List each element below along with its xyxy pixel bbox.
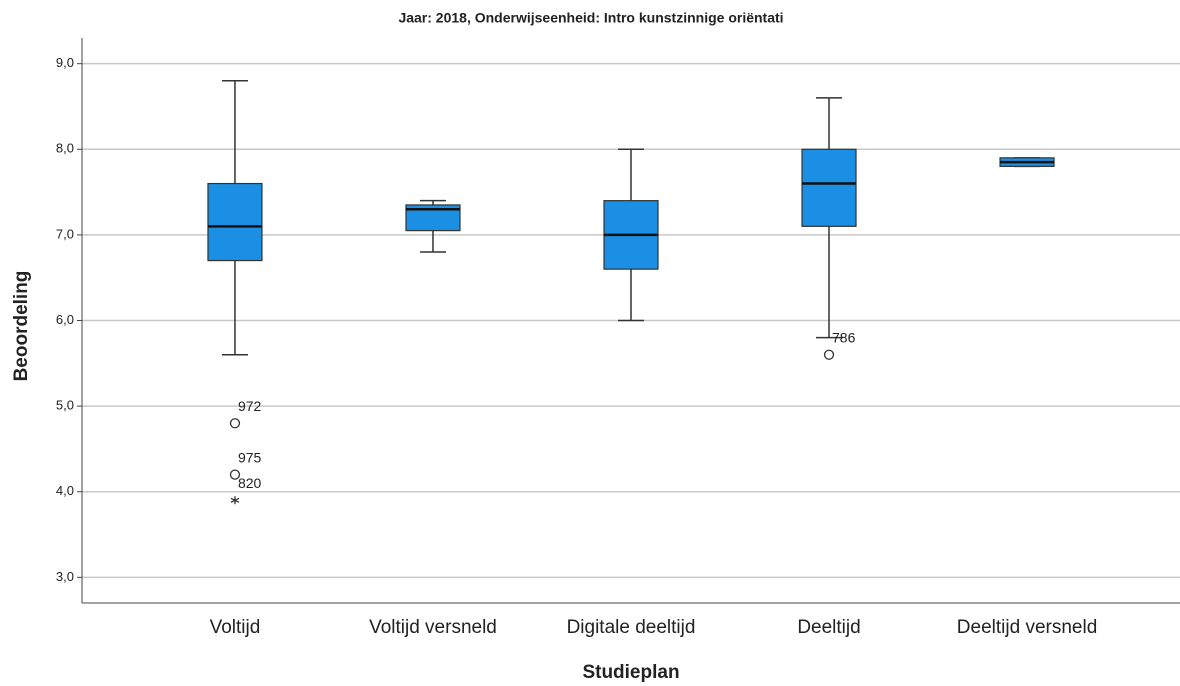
outlier-label: 820	[238, 475, 262, 491]
x-tick-label: Deeltijd versneld	[957, 617, 1097, 638]
y-tick-label: 9,0	[56, 55, 74, 70]
outlier-label: 786	[832, 329, 856, 345]
y-tick-label: 8,0	[56, 141, 74, 156]
y-tick-label: 3,0	[56, 569, 74, 584]
outlier-label: 972	[238, 398, 262, 414]
x-tick-label: Digitale deeltijd	[567, 617, 696, 638]
box	[207, 182, 263, 262]
y-tick-label: 5,0	[56, 398, 74, 413]
outlier-marker	[823, 349, 835, 360]
outlier-marker	[229, 418, 241, 429]
y-tick-label: 6,0	[56, 312, 74, 327]
x-axis-label: Studieplan	[582, 662, 679, 683]
y-axis-label: Beoordeling	[11, 271, 32, 382]
outlier-marker	[229, 469, 241, 480]
outlier-label: 975	[238, 449, 262, 465]
box	[801, 148, 857, 227]
x-tick-label: Voltijd	[210, 617, 261, 638]
y-tick-label: 7,0	[56, 226, 74, 241]
x-tick-label: Voltijd versneld	[369, 617, 497, 638]
chart-title: Jaar: 2018, Onderwijseenheid: Intro kuns…	[398, 10, 783, 26]
x-tick-label: Deeltijd	[797, 617, 860, 638]
extreme-marker	[230, 496, 240, 505]
y-tick-label: 4,0	[56, 483, 74, 498]
